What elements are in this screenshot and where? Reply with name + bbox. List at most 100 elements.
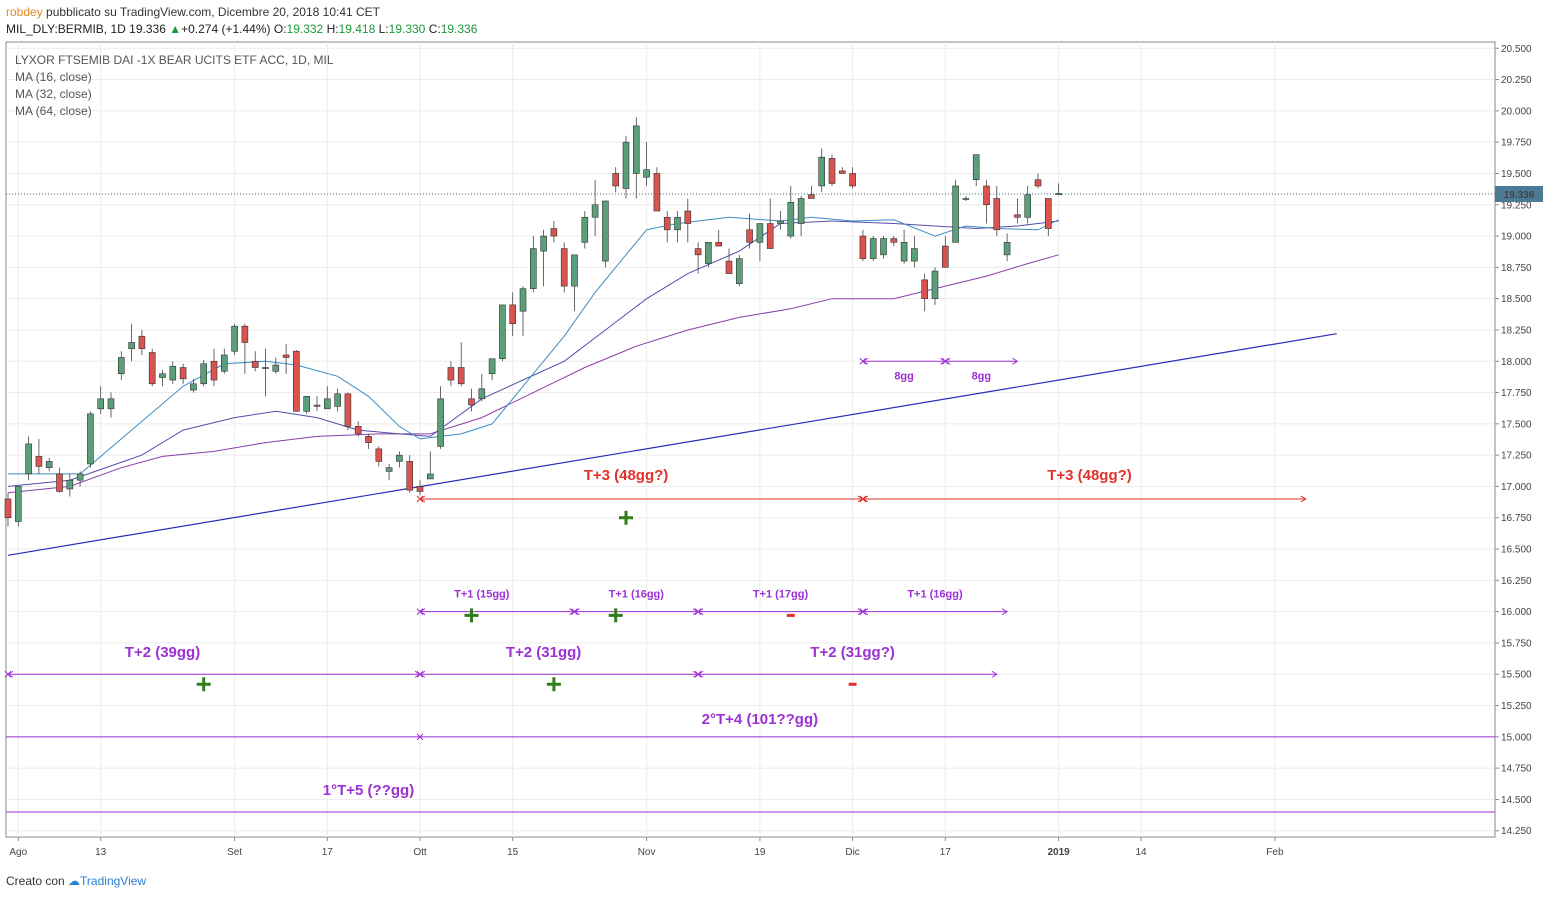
candle-down — [416, 486, 424, 492]
candle-up — [797, 198, 805, 224]
candle-down — [663, 216, 671, 231]
x-tick-label: Feb — [1266, 847, 1284, 858]
candle — [560, 242, 568, 293]
candle-up — [900, 242, 908, 262]
candle-up — [499, 304, 506, 360]
candle — [76, 471, 84, 487]
candle — [66, 473, 74, 497]
candle — [4, 492, 12, 527]
candle-up — [880, 238, 887, 256]
candle-up — [76, 473, 84, 481]
price-axis[interactable]: 14.250 14.500 14.750 15.000 15.250 15.500 15.7… — [1495, 44, 1543, 837]
candle — [509, 292, 517, 337]
candle — [262, 348, 269, 397]
cycle-t4-label: 2°T+4 (101??gg) — [702, 711, 818, 728]
candle — [550, 221, 558, 243]
candle-up — [643, 169, 650, 178]
candle — [447, 361, 455, 387]
candle-up — [519, 288, 527, 312]
y-tick-label: 15.000 — [1501, 732, 1532, 743]
candle — [396, 451, 403, 468]
candle — [344, 392, 352, 431]
candle — [735, 254, 743, 287]
cycle-8gg-tick — [859, 357, 867, 365]
author-name[interactable]: robdey — [6, 5, 43, 19]
price-change: +0.274 (+1.44%) — [181, 22, 271, 36]
y-tick-label: 17.000 — [1501, 482, 1532, 493]
candle-down — [725, 260, 733, 274]
candle — [282, 343, 290, 374]
created-with: Creato con — [6, 874, 65, 888]
x-tick-label: 13 — [95, 847, 107, 858]
candle-up — [323, 398, 331, 410]
candle — [911, 236, 918, 268]
time-axis[interactable]: Ago 13 Set 17 Ott 15 Nov 19 Dic 17 2019 14 Feb — [9, 837, 1284, 858]
candle — [478, 373, 486, 402]
candle-up — [1055, 193, 1062, 196]
candle — [612, 167, 620, 193]
x-tick-label: Nov — [638, 847, 656, 858]
candle-down — [282, 354, 290, 358]
candle — [251, 351, 259, 372]
candle — [797, 195, 805, 237]
candle — [499, 304, 506, 362]
y-tick-label: 15.250 — [1501, 701, 1532, 712]
candle-down — [983, 185, 990, 206]
candle-down — [365, 436, 372, 443]
tradingview-brand[interactable]: TradingView — [80, 874, 147, 888]
candle-down — [4, 498, 12, 519]
x-tick-label: 2019 — [1047, 847, 1070, 858]
tradingview-logo-icon[interactable]: ☁ — [68, 874, 81, 888]
candle — [303, 396, 311, 414]
support-trendline — [7, 333, 1337, 556]
candle — [684, 198, 692, 243]
candle-down — [993, 198, 1001, 231]
cycle-t1-label: T+1 (16gg) — [907, 589, 963, 601]
open-value: 19.332 — [286, 22, 324, 36]
candle — [128, 323, 135, 362]
candle — [385, 463, 393, 481]
candle-up — [396, 454, 403, 462]
candle — [869, 236, 877, 262]
candle — [138, 329, 146, 355]
candle — [715, 229, 723, 247]
legend-ma64[interactable]: MA (64, close) — [15, 104, 92, 118]
moving-averages — [7, 216, 1059, 494]
candle — [1045, 198, 1052, 237]
low-label: L: — [378, 22, 389, 36]
y-tick-label: 16.750 — [1501, 513, 1532, 524]
plus-icon — [546, 677, 561, 692]
candle — [591, 179, 599, 237]
y-tick-label: 19.250 — [1501, 200, 1532, 211]
legend-ma32[interactable]: MA (32, close) — [15, 87, 92, 101]
y-tick-label: 19.000 — [1501, 232, 1532, 243]
candle-down — [148, 352, 156, 385]
candle-down — [1014, 214, 1021, 218]
footer: Creato con ☁TradingView — [6, 874, 146, 888]
candle — [293, 349, 300, 412]
candle-down — [447, 367, 455, 381]
y-tick-label: 16.250 — [1501, 576, 1532, 587]
cycle-8gg-arrow-right — [1012, 357, 1019, 365]
y-tick-label: 20.000 — [1501, 106, 1532, 117]
candle-up — [25, 443, 32, 475]
y-tick-label: 18.000 — [1501, 357, 1532, 368]
legend-ma16[interactable]: MA (16, close) — [15, 70, 92, 84]
candle-down — [859, 235, 867, 259]
y-tick-label: 17.250 — [1501, 451, 1532, 462]
cycle-t3-tick — [416, 495, 424, 503]
plus-icon — [464, 608, 479, 623]
y-tick-label: 20.250 — [1501, 75, 1532, 86]
candle-up — [674, 216, 681, 231]
candle-up — [952, 185, 959, 243]
candle — [766, 198, 774, 249]
cycle-t1-label: T+1 (16gg) — [609, 589, 665, 601]
candle — [653, 167, 661, 212]
candle — [849, 167, 856, 189]
candle — [1034, 173, 1042, 189]
candle-down — [344, 393, 352, 427]
candle-down — [941, 245, 949, 268]
candle-up — [478, 388, 486, 400]
last-price-label: 19.336 — [1504, 190, 1535, 201]
